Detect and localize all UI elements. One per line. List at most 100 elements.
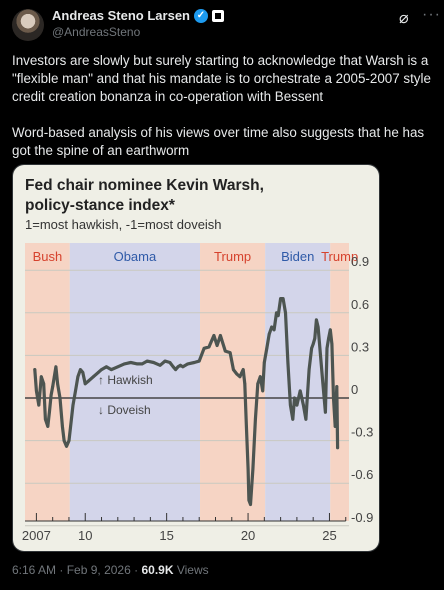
data-point	[330, 342, 334, 346]
verified-badge-icon[interactable]: ✓	[194, 8, 208, 23]
data-point	[96, 371, 100, 374]
author-name-row[interactable]: Andreas Steno Larsen ✓	[52, 8, 224, 23]
data-point	[33, 368, 37, 371]
separator-dot: ·	[134, 563, 139, 577]
data-point	[174, 368, 178, 371]
data-point	[247, 498, 251, 502]
data-point	[51, 385, 55, 388]
data-point	[246, 467, 250, 471]
data-point	[152, 361, 156, 364]
era-label: Bush	[33, 249, 63, 264]
data-point	[228, 351, 232, 354]
data-point	[328, 328, 332, 332]
data-point	[176, 365, 180, 369]
data-point	[171, 365, 175, 369]
y-tick-label: 0.3	[351, 339, 369, 354]
data-point	[65, 444, 68, 448]
era-band	[265, 243, 331, 521]
data-point	[261, 389, 265, 393]
data-point	[249, 503, 252, 506]
data-point	[42, 382, 46, 386]
y-tick-label: -0.3	[351, 425, 373, 440]
annotation-hawkish: ↑ Hawkish	[98, 373, 153, 387]
data-point	[321, 382, 325, 386]
data-point	[67, 439, 71, 442]
data-point	[181, 365, 185, 369]
era-band	[25, 243, 70, 521]
data-point	[281, 297, 285, 300]
chart-subtitle: 1=most hawkish, -1=most doveish	[25, 217, 222, 232]
era-label: Trump	[321, 249, 358, 264]
data-point	[325, 346, 329, 350]
data-point	[212, 334, 216, 337]
square-badge-icon[interactable]	[212, 9, 224, 22]
chart-title-line1: Fed chair nominee Kevin Warsh,	[25, 177, 264, 194]
data-point	[243, 382, 247, 386]
data-point	[197, 359, 201, 363]
data-point	[265, 346, 269, 350]
data-point	[92, 375, 95, 379]
avatar[interactable]	[12, 9, 44, 41]
data-point	[295, 403, 299, 407]
data-point	[74, 389, 77, 393]
data-point	[238, 375, 242, 379]
data-point	[44, 417, 47, 421]
data-point	[135, 362, 139, 366]
data-point	[256, 382, 260, 386]
separator-dot: ·	[59, 563, 64, 577]
era-label: Obama	[114, 249, 157, 264]
more-icon[interactable]: ···	[422, 6, 441, 23]
author-name[interactable]: Andreas Steno Larsen	[52, 8, 190, 23]
data-point	[87, 379, 90, 383]
data-point	[46, 425, 50, 428]
tweet-media-chart[interactable]: Fed chair nominee Kevin Warsh, policy-st…	[12, 164, 380, 552]
y-tick-label: 0	[351, 382, 358, 397]
data-point	[76, 375, 80, 379]
tweet-time[interactable]: 6:16 AM	[12, 563, 57, 577]
data-point	[58, 396, 62, 400]
data-point	[83, 382, 87, 386]
data-point	[140, 362, 144, 366]
data-point	[232, 368, 235, 371]
data-point	[145, 359, 149, 363]
data-point	[254, 417, 257, 421]
data-point	[258, 375, 262, 379]
data-point	[81, 371, 85, 374]
data-point	[54, 365, 58, 369]
author-handle[interactable]: @AndreasSteno	[52, 25, 141, 39]
tweet-date[interactable]: Feb 9, 2026	[66, 563, 131, 577]
data-point	[35, 389, 38, 393]
data-point	[327, 337, 330, 340]
data-point	[336, 446, 339, 450]
line-chart: Fed chair nominee Kevin Warsh, policy-st…	[13, 165, 379, 551]
views-label: Views	[176, 563, 209, 577]
data-point	[262, 361, 266, 364]
tweet-text: Investors are slowly but surely starting…	[12, 53, 431, 158]
data-point	[71, 403, 75, 407]
data-point	[311, 342, 315, 346]
data-point	[179, 363, 182, 367]
grok-icon[interactable]: ⌀	[399, 10, 409, 27]
data-point	[289, 403, 292, 407]
x-tick-label: 2007	[22, 528, 51, 543]
data-point	[304, 417, 308, 421]
data-point	[52, 375, 56, 379]
x-tick-label: 25	[322, 528, 336, 543]
data-point	[163, 359, 167, 363]
x-tick-label: 10	[78, 528, 92, 543]
data-point	[168, 361, 172, 364]
data-point	[116, 365, 120, 369]
data-point	[215, 344, 219, 347]
x-tick-label: 20	[241, 528, 255, 543]
data-point	[158, 363, 162, 367]
data-point	[333, 425, 337, 428]
data-point	[310, 346, 313, 350]
data-point	[202, 346, 206, 350]
y-tick-label: 0.9	[351, 254, 369, 269]
data-point	[298, 389, 302, 393]
data-point	[129, 361, 133, 364]
data-point	[315, 318, 318, 322]
data-point	[219, 334, 222, 337]
data-point	[39, 375, 43, 379]
views-count[interactable]: 60.9K	[141, 563, 174, 577]
